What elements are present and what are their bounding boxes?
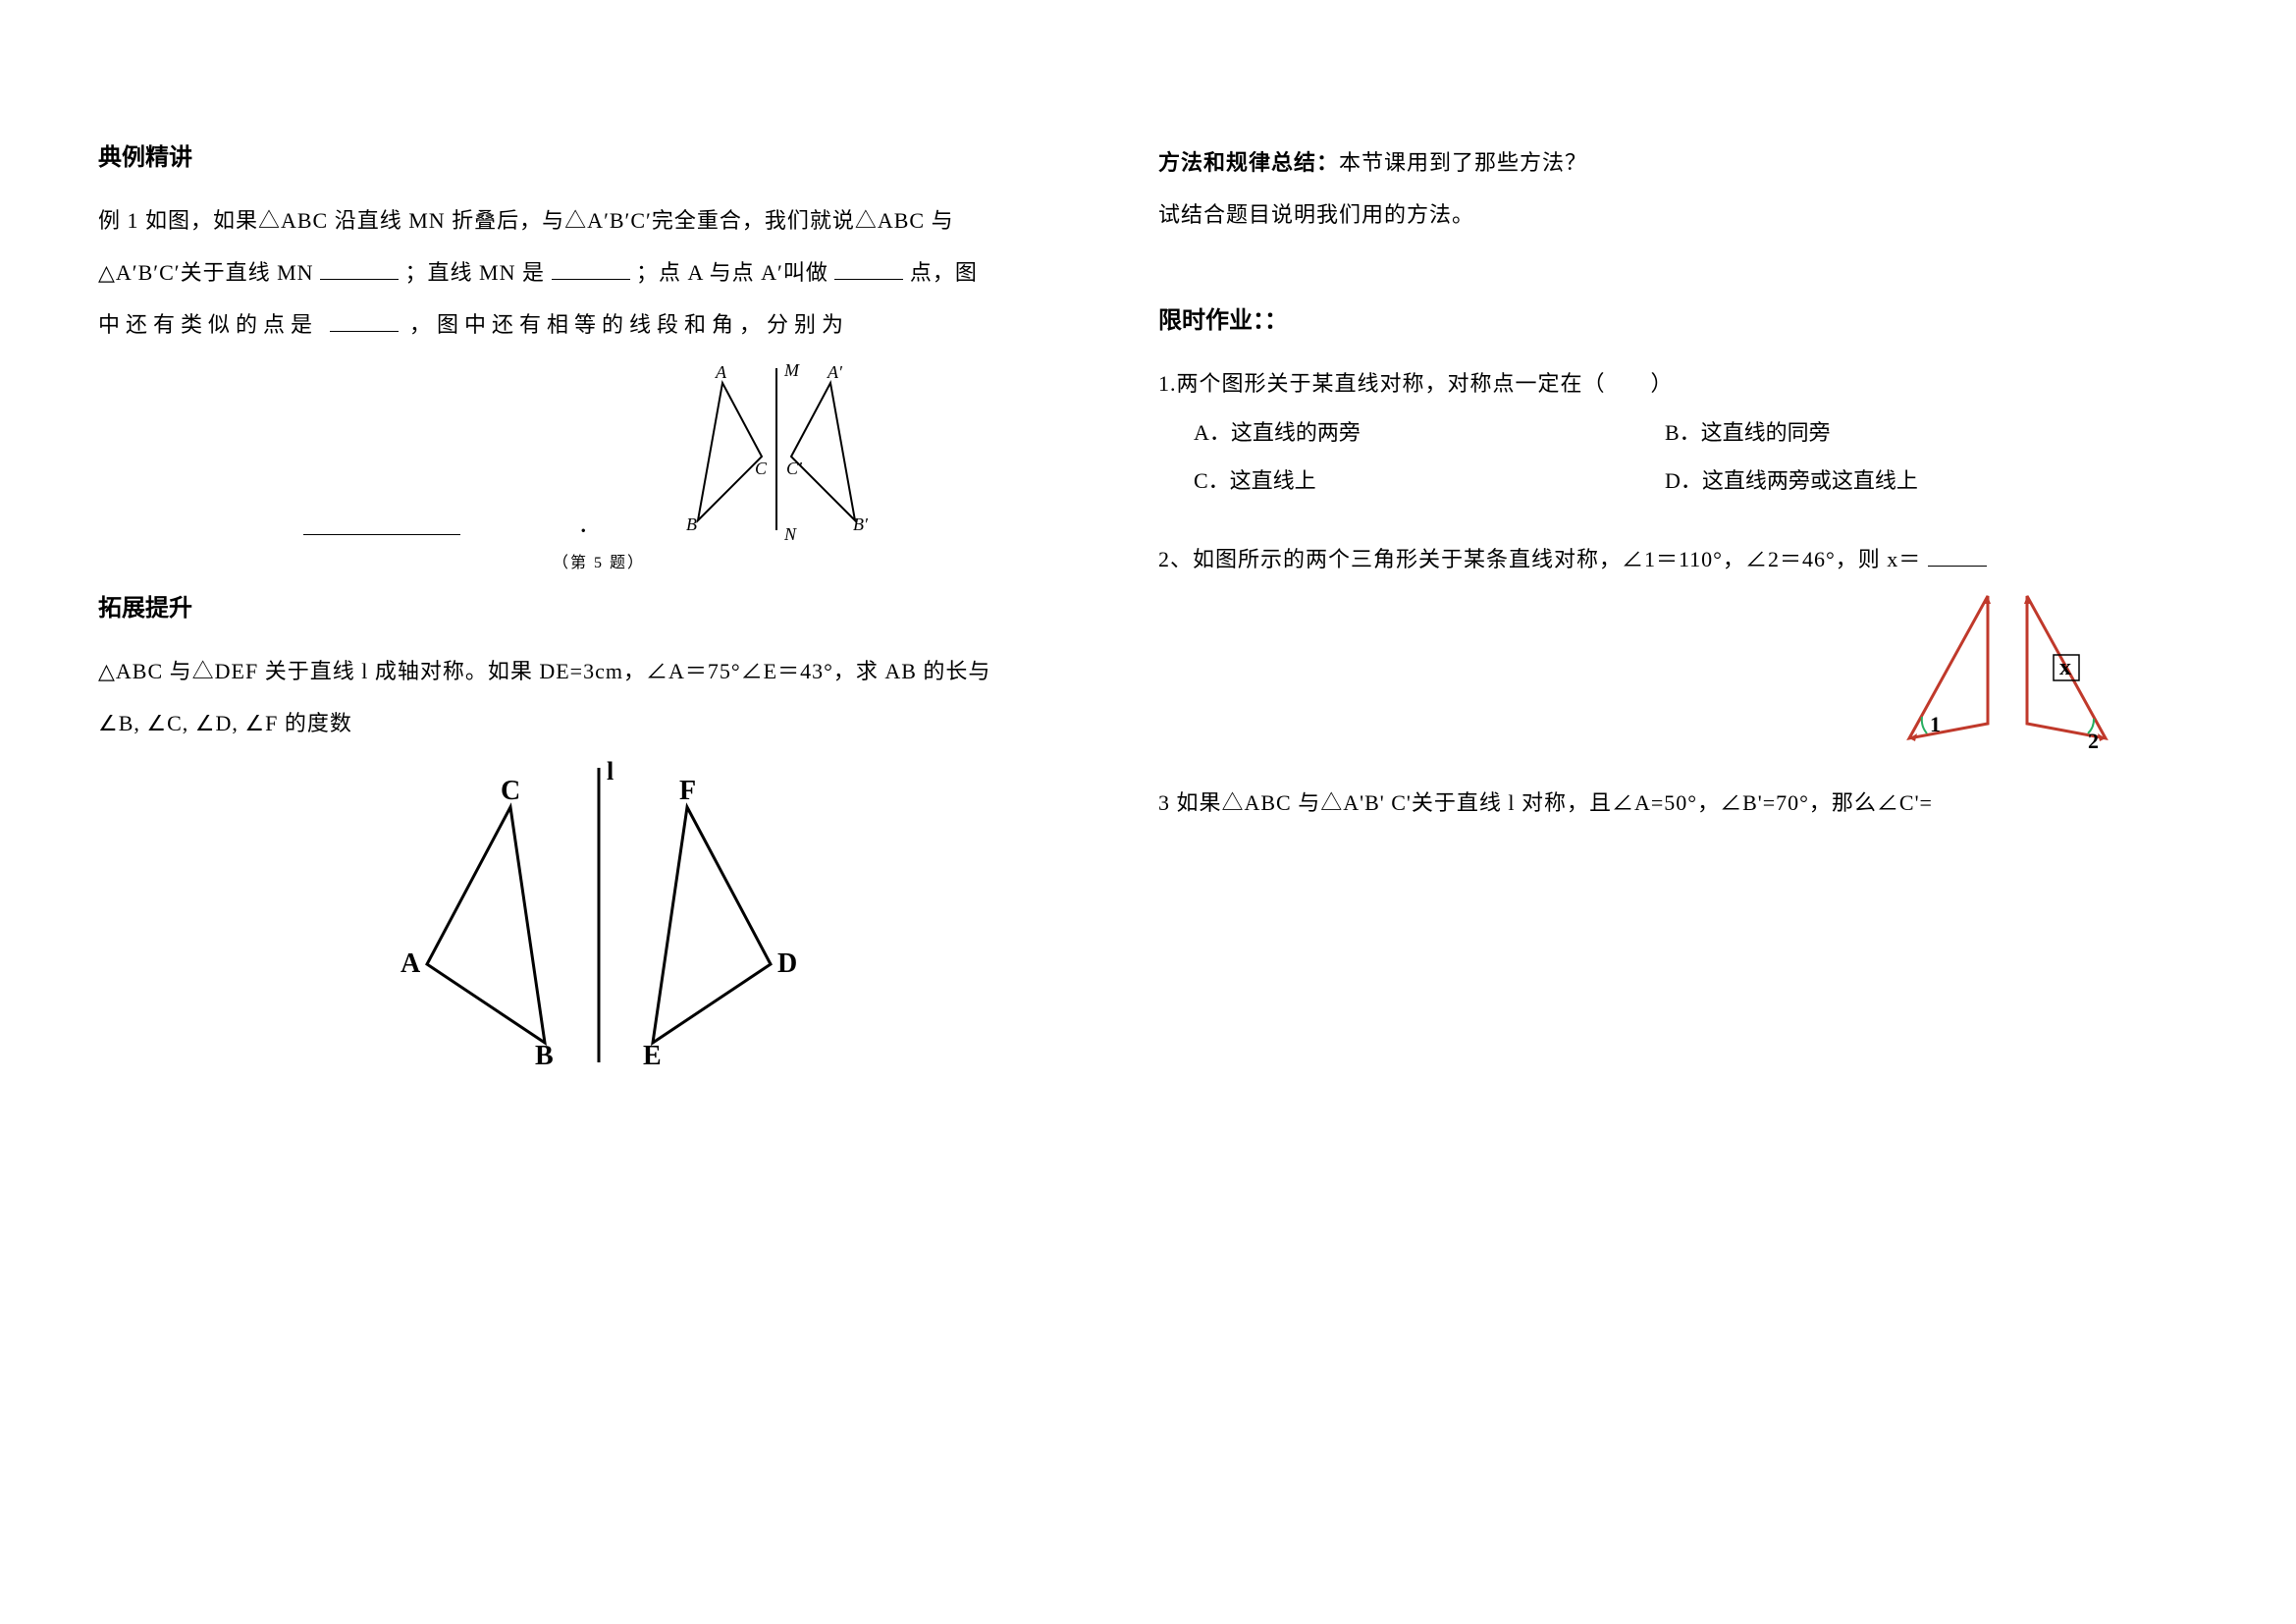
ex1-l2-d: 点，图	[910, 260, 978, 285]
blank-3	[834, 259, 903, 280]
q1-opt-b: B．这直线的同旁	[1665, 409, 2136, 457]
q1-opt-a: A．这直线的两旁	[1194, 409, 1665, 457]
label-C: C	[755, 459, 768, 478]
extension-line2: ∠B, ∠C, ∠D, ∠F 的度数	[98, 698, 1099, 750]
label-l: l	[607, 758, 614, 785]
label-x: x	[2059, 655, 2071, 680]
q1-opt-c: C．这直线上	[1194, 458, 1665, 505]
blank-1	[320, 259, 399, 280]
ex1-l2-c: ；点 A 与点 A′叫做	[636, 260, 828, 285]
section-heading-extension: 拓展提升	[98, 588, 1099, 623]
figure-1-caption: （第 5 题）	[98, 549, 1099, 572]
right-column: 方法和规律总结：本节课用到了那些方法？ 试结合题目说明我们用的方法。 限时作业：…	[1158, 137, 2160, 1093]
method-line2: 试结合题目说明我们用的方法。	[1158, 189, 2160, 242]
blank-2	[552, 259, 630, 280]
q2-blank	[1928, 546, 1987, 567]
label-M: M	[783, 360, 800, 380]
ex1-l3-a: 中还有类似的点是	[98, 312, 318, 337]
q2-a: 2、如图所示的两个三角形关于某条直线对称，∠1＝110°，∠2＝46°，则 x＝	[1158, 547, 1921, 571]
blank-4	[330, 311, 399, 332]
period: ．	[578, 508, 600, 539]
label-F2: F	[679, 776, 696, 806]
label-angle2: 2	[2088, 729, 2099, 753]
figure-3-wrap: 1 2 x	[1158, 586, 2160, 758]
ex1-l2-a: △A′B′C′关于直线 MN	[98, 260, 314, 285]
label-N: N	[783, 524, 797, 544]
figure-1-wrap: ． M N A B C A′ B′ C′ （第	[98, 358, 1099, 572]
example1-line2: △A′B′C′关于直线 MN ；直线 MN 是 ；点 A 与点 A′叫做 点，图	[98, 247, 1099, 299]
label-E2: E	[643, 1041, 662, 1071]
label-D2: D	[777, 948, 797, 979]
q2-text: 2、如图所示的两个三角形关于某条直线对称，∠1＝110°，∠2＝46°，则 x＝	[1158, 534, 2160, 586]
label-Bp: B′	[853, 514, 869, 534]
figure-1-svg: M N A B C A′ B′ C′	[639, 358, 914, 545]
example1-line3: 中还有类似的点是 ，图中还有相等的线段和角，分别为	[98, 299, 1099, 352]
figure-3-svg: 1 2 x	[1895, 586, 2120, 753]
label-B2: B	[535, 1041, 554, 1071]
q1-text: 1.两个图形关于某直线对称，对称点一定在（ ）	[1158, 358, 2160, 410]
label-Cp: C′	[786, 459, 803, 478]
label-A2: A	[400, 948, 421, 979]
section-heading-homework: 限时作业：：	[1158, 300, 2160, 335]
method-line1: 方法和规律总结：本节课用到了那些方法？	[1158, 137, 2160, 189]
label-angle1: 1	[1930, 712, 1941, 736]
label-Ap: A′	[827, 362, 843, 382]
example1-line1: 例 1 如图，如果△ABC 沿直线 MN 折叠后，与△A′B′C′完全重合，我们…	[98, 195, 1099, 247]
section-heading-examples: 典例精讲	[98, 137, 1099, 172]
figure-2-svg: l C A B F D E	[353, 758, 844, 1072]
label-C2: C	[501, 776, 520, 806]
figure-2-wrap: l C A B F D E	[98, 758, 1099, 1077]
ex1-l3-b: ，图中还有相等的线段和角，分别为	[409, 312, 849, 337]
method-heading: 方法和规律总结：	[1158, 150, 1339, 175]
extension-line1: △ABC 与△DEF 关于直线 l 成轴对称。如果 DE=3cm，∠A＝75°∠…	[98, 646, 1099, 698]
q1-options: A．这直线的两旁 B．这直线的同旁 C．这直线上 D．这直线两旁或这直线上	[1194, 409, 2160, 505]
left-column: 典例精讲 例 1 如图，如果△ABC 沿直线 MN 折叠后，与△A′B′C′完全…	[98, 137, 1099, 1093]
ex1-l2-b: ；直线 MN 是	[405, 260, 545, 285]
q3-text: 3 如果△ABC 与△A'B' C'关于直线 l 对称，且∠A=50°，∠B'=…	[1158, 778, 2160, 830]
label-A: A	[715, 362, 727, 382]
label-B: B	[686, 514, 697, 534]
answer-continuation-blank	[303, 534, 460, 535]
method-tail: 本节课用到了那些方法？	[1339, 150, 1587, 175]
q1-opt-d: D．这直线两旁或这直线上	[1665, 458, 2136, 505]
